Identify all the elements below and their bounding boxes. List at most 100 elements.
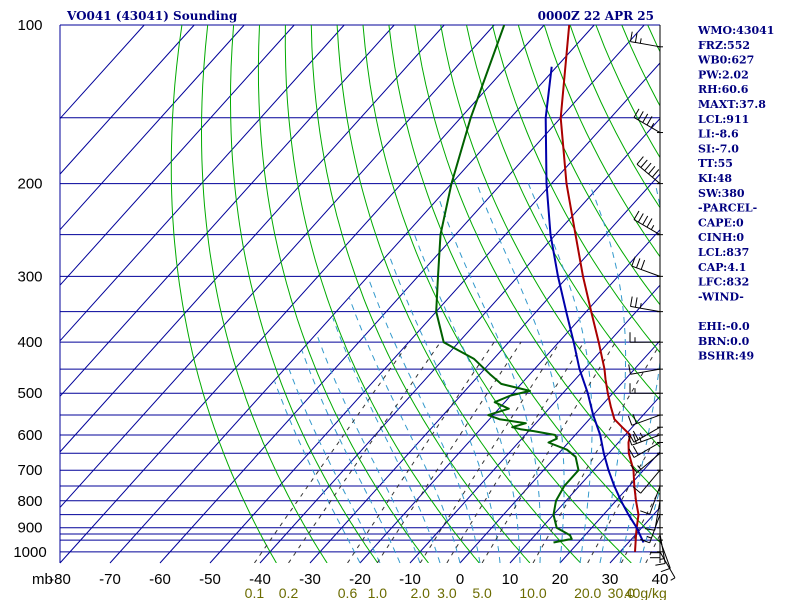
moist-adiabat--20 [274, 381, 361, 563]
wind-barb [657, 551, 676, 581]
index-line: CAPE:0 [698, 216, 744, 229]
wind-barb-flag [642, 113, 649, 123]
wind-barb-half-flag [670, 577, 676, 581]
dry-adiabat-30 [362, 25, 632, 563]
wind-barb-shaft [633, 426, 661, 443]
wind-barb-flag [627, 415, 633, 426]
chart-time: 0000Z 22 APR 25 [538, 9, 654, 23]
wind-barb [628, 364, 663, 375]
isotherm--140 [59, 24, 245, 231]
moist-adiabat-20 [476, 183, 565, 563]
isotherm--60 [159, 24, 645, 564]
dry-adiabat-80 [491, 25, 660, 354]
index-line: MAXT:37.8 [698, 98, 766, 111]
wind-barb-flag [632, 446, 639, 456]
wind-barb-flag [640, 259, 646, 270]
mixing-ratio-0.2 [288, 341, 441, 563]
mixing-ratio-2 [419, 341, 561, 563]
wind-barb [630, 452, 663, 473]
temperature-tick-0: 0 [456, 571, 464, 588]
wind-barb-flag [636, 258, 641, 268]
pressure-tick-400: 400 [17, 334, 42, 351]
wind-barb [629, 332, 663, 343]
wind-barb [657, 539, 671, 573]
moist-adiabat-24 [527, 183, 593, 563]
mixing-ratio-tick-6: 5.0 [472, 585, 492, 600]
index-line: WMO:43041 [697, 24, 774, 37]
index-line: BSHR:49 [698, 350, 754, 363]
wind-barb [633, 210, 663, 236]
chart-title: VO041 (43041) Sounding [66, 9, 238, 23]
wind-barb [640, 485, 663, 515]
isotherm--80 [59, 24, 545, 564]
wind-barb-shaft [649, 514, 661, 543]
dry-adiabat--10 [257, 25, 429, 563]
temperature-tick--80: -80 [49, 571, 71, 588]
wind-barb-flag [627, 435, 633, 446]
mixing-ratio-40 [645, 533, 660, 563]
wind-barb-half-flag [639, 436, 642, 442]
isotherm--160 [59, 24, 145, 119]
isotherm-10 [509, 395, 661, 564]
temperature-tick--40: -40 [249, 571, 271, 588]
wind-barb [631, 256, 663, 277]
wind-barb [630, 296, 663, 313]
isotherm--10 [409, 284, 661, 564]
dry-adiabat-70 [466, 25, 660, 401]
index-line: TT:55 [698, 157, 733, 170]
mixing-ratio-3 [446, 341, 585, 563]
dry-adiabat-60 [440, 25, 660, 448]
index-line: EHI:-0.0 [698, 320, 750, 333]
wind-barb-shaft [659, 551, 676, 579]
dry-adiabat-100 [543, 25, 660, 258]
temperature-profile [559, 25, 640, 552]
wind-barb-half-flag [639, 38, 642, 44]
wind-barb [630, 31, 663, 48]
dry-adiabat-10 [310, 25, 531, 563]
pressure-tick-200: 200 [17, 176, 42, 193]
mixing-ratio-tick-4: 2.0 [410, 585, 430, 600]
mixing-ratio-tick-2: 0.6 [338, 585, 358, 600]
wind-barb-flag [655, 563, 666, 566]
mixing-ratio-1 [376, 341, 522, 563]
mixing-ratio-lines [253, 341, 660, 563]
wind-barb-flag [640, 538, 650, 544]
wind-barb-flag [633, 210, 640, 220]
moist-adiabat-0 [349, 298, 461, 563]
index-line: PW:2.02 [698, 68, 749, 81]
isotherm-grid [59, 24, 661, 564]
temperature-tick-10: 10 [502, 571, 519, 588]
index-line: LI:-8.6 [698, 128, 739, 141]
isotherm--130 [59, 24, 295, 286]
y-axis-unit: mb [32, 571, 53, 588]
isotherm-0 [459, 340, 661, 564]
dry-adiabat--30 [200, 25, 328, 563]
pressure-tick-700: 700 [17, 462, 42, 479]
wind-barb-flag [642, 215, 649, 225]
isotherm--120 [59, 24, 345, 342]
wind-barb-shaft [633, 442, 661, 458]
wind-barb-flag [628, 364, 631, 375]
wind-barb-flag [640, 510, 650, 515]
dewpoint-profile [435, 25, 580, 544]
wind-barb-flag [644, 528, 655, 531]
wind-barb-flag [630, 296, 633, 307]
wind-barb-flag [651, 169, 660, 178]
wind-barb [633, 108, 663, 134]
wind-barb-flag [637, 111, 644, 121]
index-line: -PARCEL- [698, 202, 757, 215]
wind-barb [650, 527, 663, 559]
wind-barb [636, 156, 663, 185]
index-line: FRZ:552 [698, 39, 750, 52]
wind-barb [627, 433, 663, 446]
wind-barb-half-flag [637, 465, 642, 470]
moist-adiabat--4 [332, 317, 441, 563]
wind-barb-flag [640, 159, 648, 168]
mixing-ratio-tick-3: 1.0 [368, 585, 388, 600]
index-line: CAP:4.1 [698, 261, 746, 274]
wind-barb [628, 426, 663, 443]
wind-barb-half-flag [650, 122, 655, 128]
mixing-ratio-tick-10: 40g/kg [625, 585, 667, 600]
index-line: LFC:832 [698, 276, 749, 289]
index-line: LCL:911 [698, 113, 749, 126]
